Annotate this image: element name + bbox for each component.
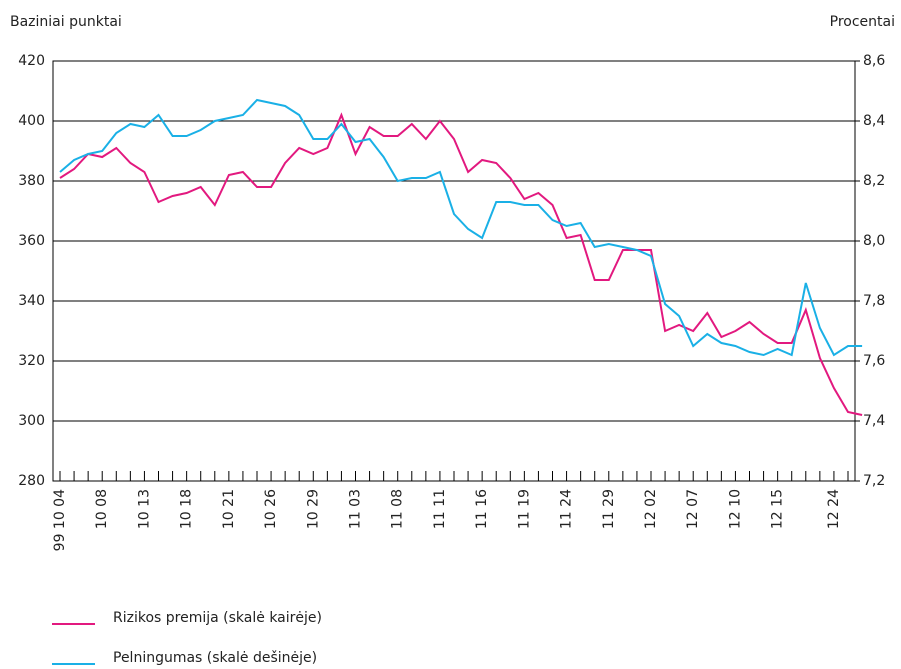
y-tick-label: 320: [18, 353, 45, 369]
x-tick-label: 12 02: [643, 489, 659, 529]
y2-tick-label: 7,2: [863, 473, 885, 489]
series-line: [59, 112, 863, 416]
x-tick-label: 99 10 04: [52, 489, 68, 551]
x-tick-label: 10 08: [94, 489, 110, 529]
y-tick-label: 380: [18, 173, 45, 189]
y-tick-label: 300: [18, 413, 45, 429]
y-axis-title: Baziniai punktai: [10, 14, 122, 30]
x-tick-label: 11 29: [601, 489, 617, 529]
y-tick-label: 280: [18, 473, 45, 489]
y-tick-label: 400: [18, 113, 45, 129]
x-tick-label: 10 13: [136, 489, 152, 529]
x-tick-label: 10 29: [305, 489, 321, 529]
y2-tick-label: 7,4: [863, 413, 885, 429]
x-tick-label: 11 11: [432, 489, 448, 529]
x-tick-label: 11 24: [559, 489, 575, 529]
x-tick-label: 10 26: [263, 489, 279, 529]
x-tick-label: 11 19: [516, 489, 532, 529]
y2-axis-title: Procentai: [830, 14, 895, 30]
y2-tick-label: 7,8: [863, 293, 885, 309]
y-tick-label: 360: [18, 233, 45, 249]
x-tick-label: 11 03: [348, 489, 364, 529]
y2-tick-label: 8,0: [863, 233, 885, 249]
plot-frame: [52, 60, 856, 482]
legend-label: Rizikos premija (skalė kairėje): [113, 610, 322, 626]
x-tick-label: 10 18: [179, 489, 195, 529]
x-tick-label: 11 16: [474, 489, 490, 529]
x-tick-label: 11 08: [390, 489, 406, 529]
y2-tick-label: 8,6: [863, 53, 885, 69]
x-tick-label: 12 24: [826, 489, 842, 529]
y-tick-label: 420: [18, 53, 45, 69]
series-line: [59, 98, 863, 357]
y2-tick-label: 8,2: [863, 173, 885, 189]
y-tick-label: 340: [18, 293, 45, 309]
legend-label: Pelningumas (skalė dešinėje): [113, 650, 317, 666]
x-tick-label: 12 07: [685, 489, 701, 529]
x-tick-label: 12 10: [727, 489, 743, 529]
y2-tick-label: 7,6: [863, 353, 885, 369]
x-tick-label: 12 15: [770, 489, 786, 529]
x-tick-label: 10 21: [221, 489, 237, 529]
y2-tick-label: 8,4: [863, 113, 885, 129]
